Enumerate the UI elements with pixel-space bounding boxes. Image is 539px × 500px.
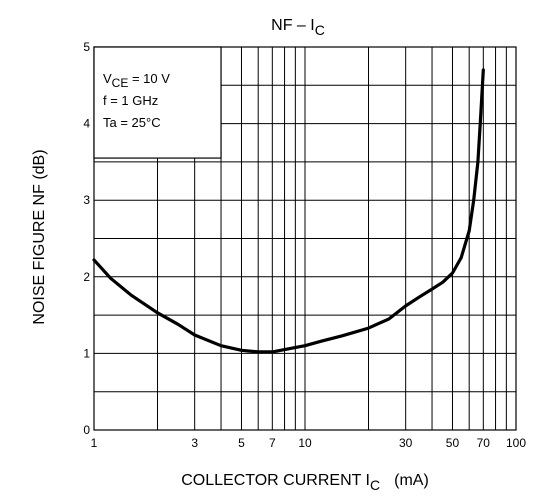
y-tick-label-5: 5 bbox=[83, 40, 90, 54]
chart-title-subscript: C bbox=[315, 22, 325, 38]
condition-line-0: VCE = 10 V bbox=[103, 71, 170, 90]
y-tick-label-1: 1 bbox=[83, 346, 90, 360]
plot-frame bbox=[93, 46, 517, 431]
y-tick-label-0: 0 bbox=[83, 423, 90, 437]
x-tick-label-70: 70 bbox=[477, 436, 491, 450]
x-tick-label-7: 7 bbox=[269, 436, 276, 450]
conditions-box-frame bbox=[93, 46, 222, 159]
y-tick-label-2: 2 bbox=[83, 270, 90, 284]
y-tick-label-3: 3 bbox=[83, 193, 90, 207]
x-tick-label-50: 50 bbox=[446, 436, 460, 450]
x-tick-label-1: 1 bbox=[91, 436, 98, 450]
x-tick-label-10: 10 bbox=[298, 436, 312, 450]
x-tick-label-5: 5 bbox=[238, 436, 245, 450]
y-tick-label-4: 4 bbox=[83, 117, 90, 131]
x-axis-label-subscript: C bbox=[370, 477, 380, 493]
x-tick-label-3: 3 bbox=[191, 436, 198, 450]
conditions-box: VCE = 10 V f = 1 GHz Ta = 25°C bbox=[93, 46, 222, 159]
condition-line-1: f = 1 GHz bbox=[103, 93, 158, 108]
condition-line-2: Ta = 25°C bbox=[103, 115, 161, 130]
noise-figure-curve-0 bbox=[92, 68, 485, 354]
curve-layer bbox=[92, 68, 485, 354]
chart-title: NF – IC bbox=[271, 17, 325, 38]
x-tick-label-100: 100 bbox=[506, 436, 526, 450]
x-axis-unit: (mA) bbox=[394, 472, 429, 489]
x-axis-label: COLLECTOR CURRENT IC (mA) bbox=[181, 472, 429, 493]
y-axis-label: NOISE FIGURE NF (dB) bbox=[31, 149, 48, 324]
grid-lines bbox=[93, 46, 517, 431]
x-tick-label-30: 30 bbox=[399, 436, 413, 450]
